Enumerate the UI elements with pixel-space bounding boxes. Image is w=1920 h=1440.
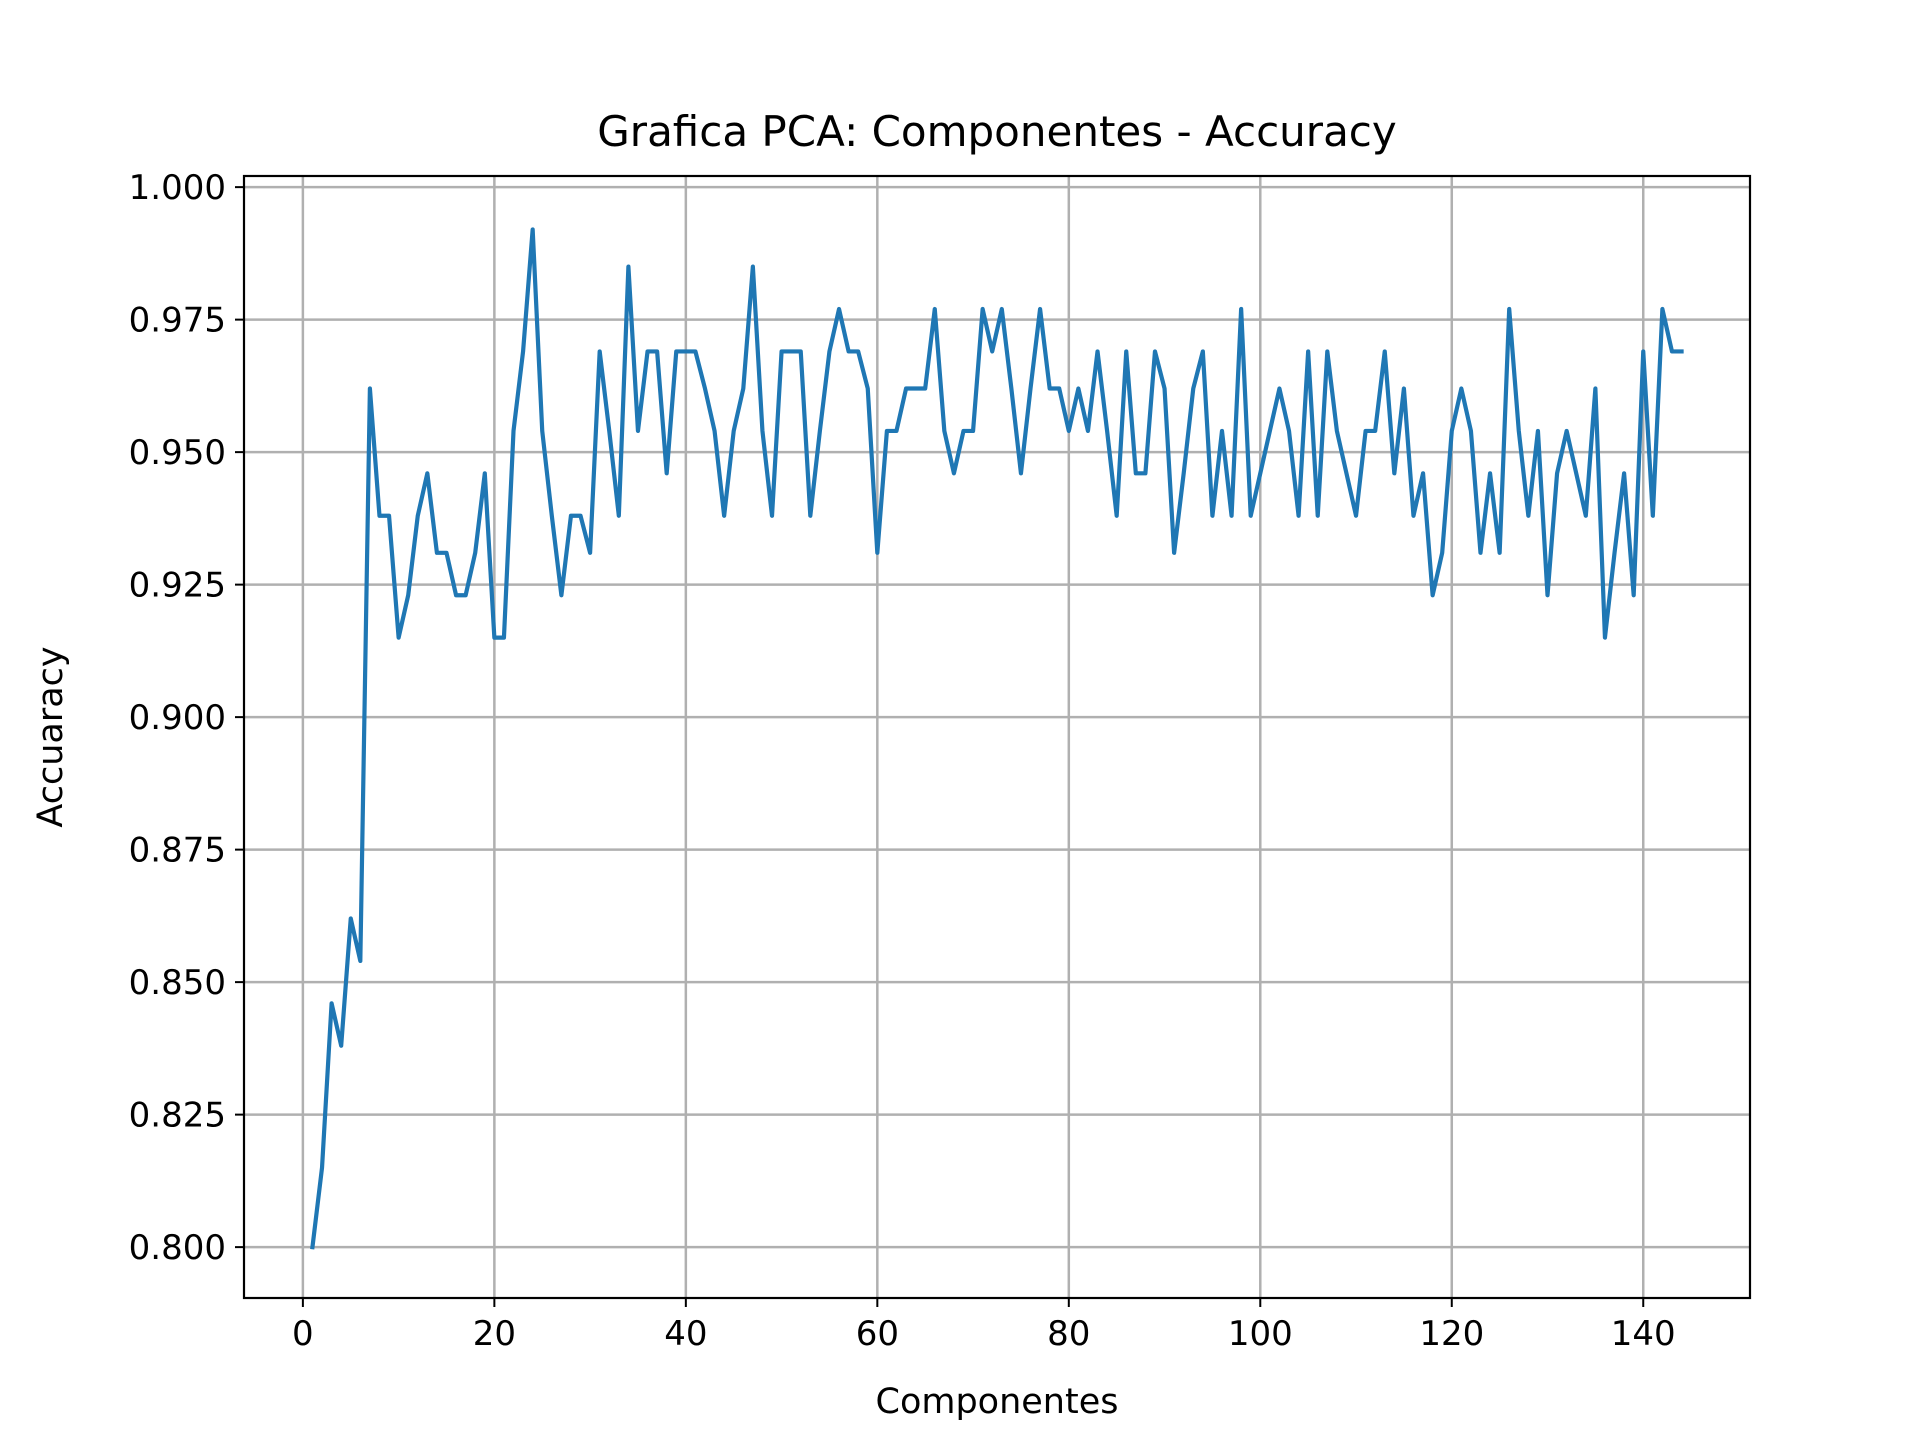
x-tick-label: 0 <box>292 1314 314 1354</box>
x-tick-label: 80 <box>1047 1314 1090 1354</box>
chart-title: Grafica PCA: Componentes - Accuracy <box>597 107 1397 156</box>
y-axis-ticks: 0.800 0.825 0.850 0.875 0.900 0.925 0.950 0.975… <box>129 168 244 1268</box>
y-tick-label: 0.875 <box>129 831 226 871</box>
grid <box>244 176 1750 1298</box>
y-tick-label: 0.800 <box>129 1228 226 1268</box>
y-axis-label: Accuaracy <box>31 646 71 827</box>
x-axis-ticks: 0 20 40 60 80 100 120 140 <box>292 1298 1676 1354</box>
y-tick-label: 0.925 <box>129 566 226 606</box>
y-tick-label: 0.825 <box>129 1096 226 1136</box>
x-tick-label: 140 <box>1611 1314 1676 1354</box>
x-tick-label: 120 <box>1419 1314 1484 1354</box>
x-tick-label: 100 <box>1228 1314 1293 1354</box>
plot-frame <box>242 174 1752 1300</box>
x-axis-label: Componentes <box>876 1382 1119 1422</box>
x-tick-label: 60 <box>856 1314 899 1354</box>
series-line <box>310 227 1684 1250</box>
x-tick-label: 20 <box>473 1314 516 1354</box>
y-tick-label: 0.950 <box>129 433 226 473</box>
y-tick-label: 1.000 <box>129 168 226 208</box>
y-tick-label: 0.900 <box>129 698 226 738</box>
y-tick-label: 0.975 <box>129 301 226 341</box>
y-tick-label: 0.850 <box>129 963 226 1003</box>
data-series <box>310 227 1684 1250</box>
x-tick-label: 40 <box>664 1314 707 1354</box>
